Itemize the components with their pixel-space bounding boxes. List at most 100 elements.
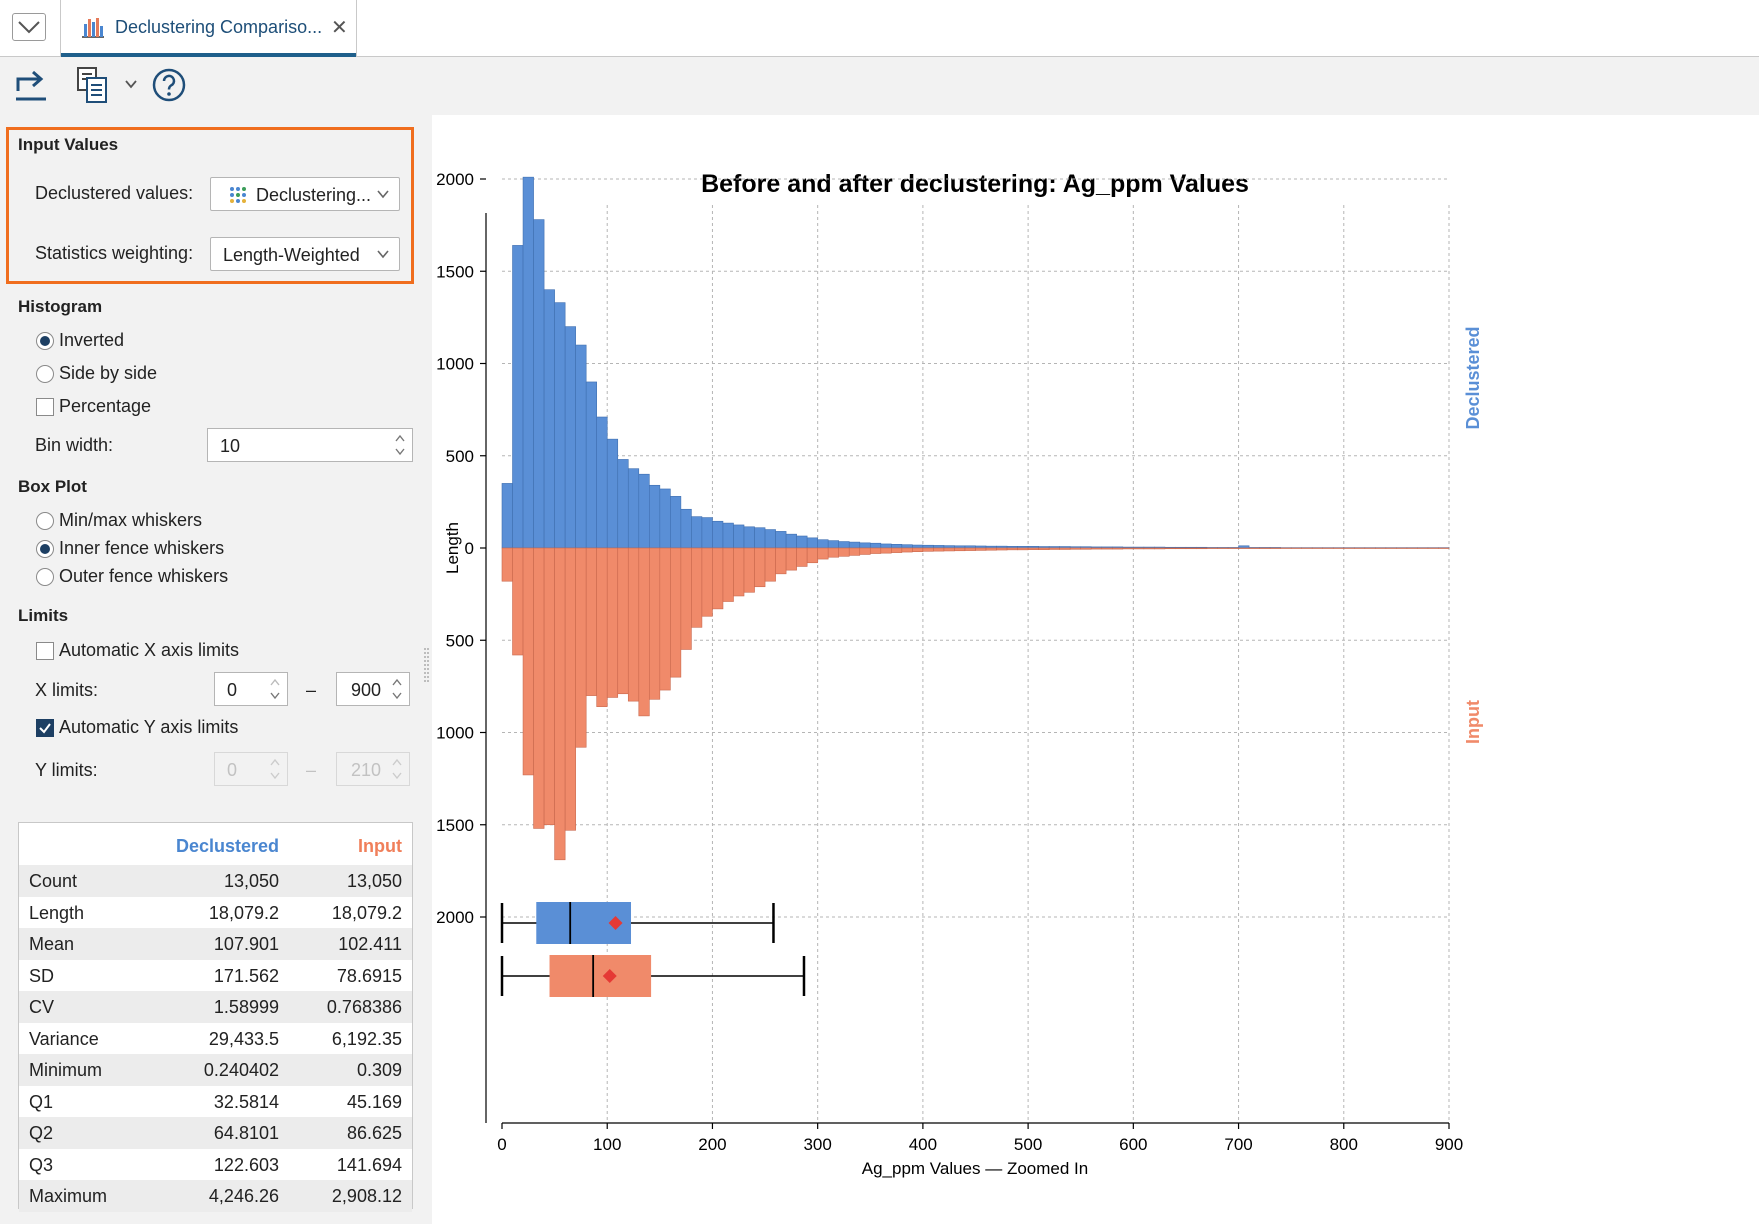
stats-cell-name: Maximum [29,1186,108,1206]
tab-declustering-comparison[interactable]: Declustering Compariso... ✕ [60,0,357,57]
statistics-weighting-dropdown[interactable]: Length-Weighted [210,237,400,271]
auto-x-limits-checkbox[interactable] [36,642,54,660]
input-bar [880,547,892,554]
spinner-arrows-icon[interactable] [394,432,406,458]
tab-list-dropdown[interactable] [12,13,46,41]
stats-row-count: Count 13,050 13,050 [19,865,412,897]
input-bar [1290,547,1302,549]
chevron-down-icon[interactable] [124,77,138,91]
declustered-bar [712,520,724,549]
input-bar [996,547,1008,551]
stats-cell-name: Count [29,871,78,891]
x-tick-label: 700 [1224,1135,1252,1154]
input-bar [627,547,640,702]
y-tick-label: 0 [465,539,474,558]
radio-min-max-whiskers[interactable] [36,512,54,530]
radio-side-by-side[interactable] [36,365,54,383]
input-bar [1259,547,1271,549]
chart-title: Before and after declustering: Ag_ppm Va… [701,170,1249,198]
declustered-bar [954,545,966,549]
input-bar [1006,547,1018,551]
histogram-chart[interactable]: Before and after declustering: Ag_ppm Va… [432,115,1759,1224]
box-mean-marker [608,916,623,930]
input-bar [933,547,945,552]
radio-inner-fence-whiskers[interactable] [36,540,54,558]
toolbar [0,57,1759,115]
grip-icon [424,648,429,684]
declustered-bar [596,416,608,549]
input-bar [1280,547,1292,549]
x-min-input[interactable]: 0 [214,672,288,706]
declustered-bar [554,302,566,549]
x-tick-label: 300 [803,1135,831,1154]
input-bar [1017,547,1029,551]
input-bar [1069,547,1082,550]
input-bar [796,547,808,567]
bin-width-input[interactable]: 10 [207,428,413,462]
stats-cell-name: Length [29,902,85,923]
declustered-bar [912,544,924,549]
stats-cell-declustered: 32.5814 [213,1091,279,1112]
declustered-values-dropdown[interactable]: Declustering... [210,177,400,211]
declustered-bar [775,531,787,549]
export-icon[interactable] [14,65,48,105]
input-bar [1238,547,1250,549]
input-bar [554,547,566,861]
input-bar [522,547,534,776]
declustered-bar [743,526,755,549]
x-tick-label: 0 [497,1135,506,1154]
x-max-input[interactable]: 900 [336,672,410,706]
input-bar [1217,547,1229,549]
box-mean-marker [602,969,617,983]
stats-row-minimum: Minimum 0.240402 0.309 [19,1054,412,1086]
stats-cell-declustered: 4,246.26 [208,1186,279,1206]
close-icon[interactable]: ✕ [331,17,348,39]
stats-cell-declustered: 64.8101 [213,1123,279,1143]
input-bar [1353,547,1366,549]
input-bar [1269,547,1281,549]
y-tick-label: 1000 [436,355,474,374]
declustered-bar [964,545,976,549]
input-bar [1048,547,1060,550]
input-side-label: Input [1463,700,1483,744]
input-bar [733,547,745,597]
radio-outer-fence-whiskers[interactable] [36,568,54,586]
y-tick-label: 1500 [436,262,474,281]
x-limits-label: X limits: [35,680,98,700]
stats-cell-input: 86.625 [346,1123,402,1143]
declustered-bar [764,529,776,549]
help-icon[interactable] [151,67,187,103]
declustered-values-label: Declustered values: [35,183,194,203]
input-bar [964,547,976,551]
input-bar [975,547,987,551]
statistics-weighting-value: Length-Weighted [223,245,360,265]
limits-heading: Limits [18,606,69,625]
panel-splitter[interactable] [422,115,432,1224]
radio-inverted[interactable] [36,332,54,350]
declustered-bar [533,219,545,549]
input-bar [543,547,555,826]
input-bar [670,547,682,678]
auto-y-limits-checkbox[interactable] [36,719,54,737]
input-bar [564,547,576,831]
radio-side-by-side-label: Side by side [59,363,158,383]
x-limits-dash: – [306,680,317,700]
copy-icon[interactable] [75,65,111,105]
input-bar [1227,547,1239,549]
input-bar [817,547,829,560]
input-bar [638,547,650,717]
declustered-bar [670,496,682,549]
bin-width-value: 10 [220,436,241,456]
stats-cell-name: Mean [29,934,75,954]
spinner-arrows-icon[interactable] [269,676,281,702]
spinner-arrows-icon[interactable] [391,676,403,702]
stats-cell-name: SD [29,965,55,986]
x-axis-label: Ag_ppm Values — Zoomed In [862,1159,1088,1178]
auto-y-limits-label: Automatic Y axis limits [59,717,239,737]
stats-cell-input: 45.169 [346,1091,402,1112]
stats-cell-name: Q3 [29,1154,54,1175]
input-bar [1027,547,1039,550]
percentage-checkbox[interactable] [36,398,54,416]
declustered-bar [817,539,829,549]
input-bar [1154,547,1166,550]
